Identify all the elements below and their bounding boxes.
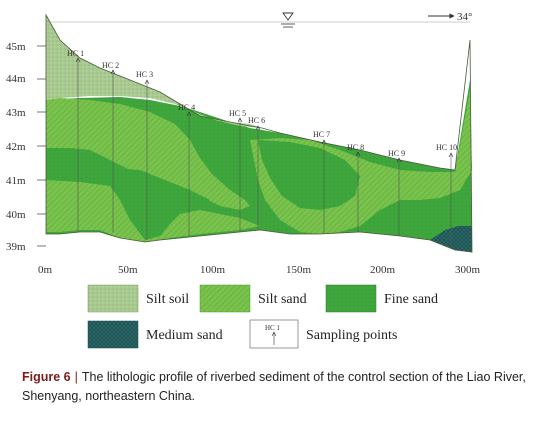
fine-sand-lens-center <box>110 168 210 214</box>
x-tick-200: 200m <box>370 264 396 276</box>
sampling-point-hc6: HC 6 <box>248 116 265 230</box>
figure-caption: Figure 6 | The lithologic profile of river… <box>22 368 542 406</box>
y-tick-45: 45m <box>6 41 26 53</box>
legend-label-medium-sand: Medium sand <box>146 328 223 343</box>
sampling-point-hc1: HC 1 <box>67 49 84 232</box>
sampling-point-hc2: HC 2 <box>102 61 119 232</box>
flow-angle-label: 34° <box>457 11 472 23</box>
legend-label-silt-soil: Silt soil <box>146 292 189 307</box>
sampling-point-hc3: HC 3 <box>136 70 153 240</box>
caption-separator: | <box>74 370 78 384</box>
water-level-marker <box>281 12 295 28</box>
sampling-points: HC 1 HC 2 HC 3 HC 4 HC 5 HC 6 <box>67 49 457 248</box>
fine-sand-lens-right <box>258 140 360 210</box>
y-tick-41: 41m <box>6 175 26 187</box>
x-axis: 0m 50m 100m 150m 200m 300m <box>38 264 481 276</box>
sampling-point-hc9: HC 9 <box>388 149 405 236</box>
x-tick-50: 50m <box>118 264 138 276</box>
profile-outline <box>45 13 473 253</box>
sampling-point-label: HC 9 <box>388 149 405 158</box>
sampling-point-hc4: HC 4 <box>178 103 195 236</box>
silt-sand-layer-lower <box>46 180 260 242</box>
caption-text: The lithologic profile of riverbed sedim… <box>22 370 526 403</box>
legend-item-silt-sand: Silt sand <box>199 284 307 313</box>
legend-item-medium-sand: Medium sand <box>87 320 223 349</box>
sampling-point-label: HC 8 <box>347 143 364 152</box>
legend-label-silt-sand: Silt sand <box>258 292 307 307</box>
legend: Silt soil Silt sand Fine sand Medium san… <box>87 284 438 349</box>
y-tick-43: 43m <box>6 107 26 119</box>
sampling-point-label: HC 10 <box>436 143 457 152</box>
sampling-point-label: HC 5 <box>229 109 246 118</box>
y-axis: 45m 44m 43m 42m 41m 40m 39m <box>6 41 46 253</box>
legend-item-fine-sand: Fine sand <box>325 284 438 313</box>
y-tick-44: 44m <box>6 73 26 85</box>
legend-label-sampling-points: Sampling points <box>306 328 397 343</box>
sampling-point-label: HC 3 <box>136 70 153 79</box>
x-tick-300: 300m <box>455 264 481 276</box>
y-tick-40: 40m <box>6 209 26 221</box>
silt-sand-layer-upper <box>46 98 250 210</box>
x-tick-150: 150m <box>286 264 312 276</box>
sampling-point-label: HC 1 <box>67 49 84 58</box>
y-tick-42: 42m <box>6 141 26 153</box>
sampling-point-label: HC 2 <box>102 61 119 70</box>
sampling-point-hc10: HC 10 <box>436 143 457 248</box>
sampling-point-label: HC 4 <box>178 103 195 112</box>
figure-label: Figure 6 <box>22 370 71 384</box>
legend-sample-icon-label: HC 1 <box>265 324 280 332</box>
legend-item-sampling-points: HC 1 Sampling points <box>249 319 397 349</box>
silt-soil-layer <box>46 15 262 128</box>
lithologic-profile-diagram: 34° 45m 44m 43m 42m 41m 40m 39m 0m 50m 1… <box>6 11 481 349</box>
sampling-point-label: HC 6 <box>248 116 265 125</box>
y-tick-39: 39m <box>6 241 26 253</box>
sampling-point-label: HC 7 <box>313 130 330 139</box>
flow-direction-arrow: 34° <box>428 11 472 23</box>
sampling-point-hc8: HC 8 <box>347 143 364 232</box>
legend-item-silt-soil: Silt soil <box>87 284 189 313</box>
legend-label-fine-sand: Fine sand <box>384 292 438 307</box>
x-tick-0: 0m <box>38 264 53 276</box>
x-tick-100: 100m <box>200 264 226 276</box>
sampling-point-hc7: HC 7 <box>313 130 330 234</box>
sampling-point-hc5: HC 5 <box>229 109 246 232</box>
